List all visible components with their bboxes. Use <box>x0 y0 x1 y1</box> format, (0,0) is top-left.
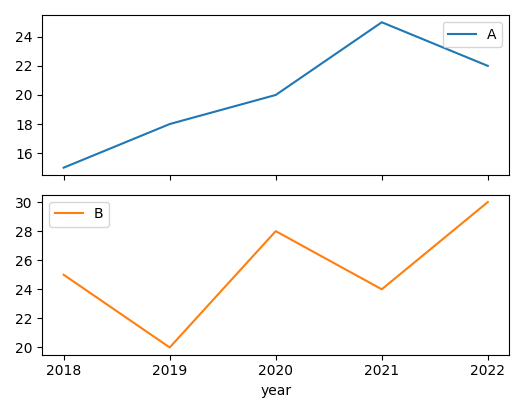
Legend: A: A <box>443 22 502 47</box>
X-axis label: year: year <box>260 384 291 398</box>
A <box>167 121 173 126</box>
B <box>61 272 67 277</box>
A <box>61 165 67 170</box>
B <box>272 229 279 234</box>
B <box>167 345 173 350</box>
Legend: B: B <box>49 202 109 227</box>
B <box>485 199 491 204</box>
A <box>379 20 385 25</box>
B <box>379 287 385 292</box>
A <box>485 64 491 69</box>
A <box>272 93 279 97</box>
Line: A: A <box>64 22 488 168</box>
Line: B: B <box>64 202 488 347</box>
